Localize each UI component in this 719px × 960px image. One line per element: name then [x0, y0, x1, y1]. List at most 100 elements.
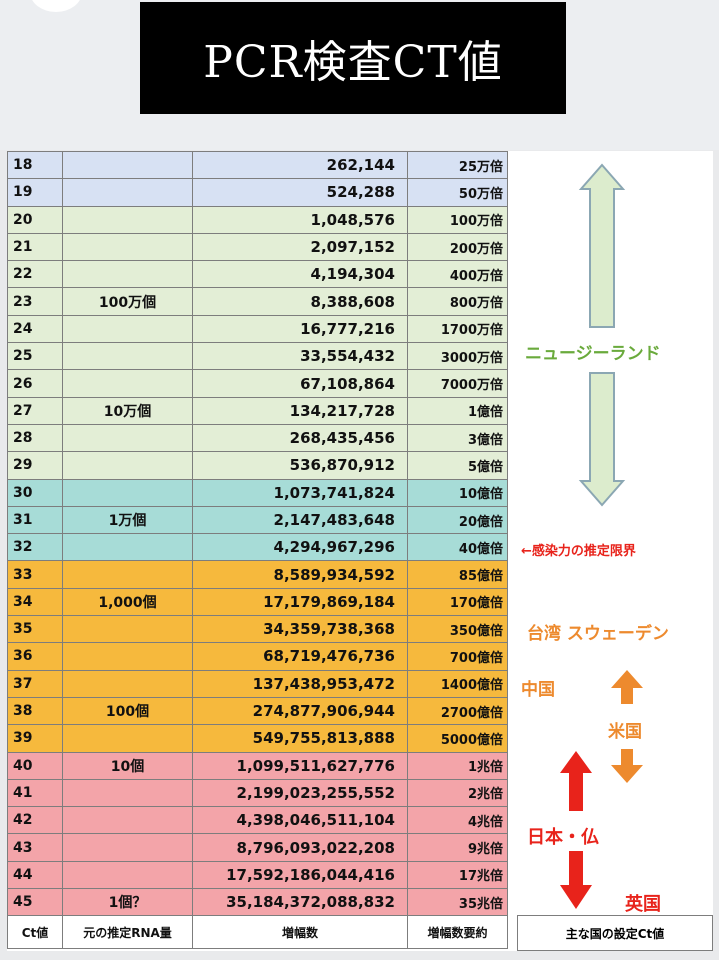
summary-cell: 1億倍 — [407, 396, 508, 425]
summary-cell: 700億倍 — [407, 642, 508, 671]
header-rna: 元の推定RNA量 — [62, 915, 193, 950]
country-settings-column: ニュージーランド ←感染力の推定限界 台湾 スウェーデン 中国 米国 日本・仏 … — [517, 151, 713, 915]
amplification-cell: 16,777,216 — [192, 314, 408, 344]
summary-cell: 35兆倍 — [407, 888, 508, 917]
label-japan-france: 日本・仏 — [527, 827, 599, 848]
summary-cell: 200万倍 — [407, 232, 508, 262]
label-infectivity-limit: ←感染力の推定限界 — [521, 544, 636, 559]
table-row: 31 1万個 2,147,483,648 20億倍 — [7, 505, 508, 535]
table-row: 44 17,592,186,044,416 17兆倍 — [7, 860, 508, 890]
amplification-cell: 4,294,967,296 — [192, 533, 408, 562]
table-row: 41 2,199,023,255,552 2兆倍 — [7, 778, 508, 808]
rna-cell: 10個 — [62, 751, 193, 780]
table-row: 33 8,589,934,592 85億倍 — [7, 560, 508, 589]
summary-cell: 5億倍 — [407, 451, 508, 480]
ct-cell: 23 — [7, 287, 63, 316]
rna-cell — [62, 478, 193, 507]
ct-cell: 35 — [7, 615, 63, 644]
rna-cell — [62, 615, 193, 644]
rna-cell — [62, 150, 193, 180]
summary-cell: 2700億倍 — [407, 696, 508, 726]
header-bar: PCR検査CT値 — [0, 0, 719, 150]
ct-cell: 41 — [7, 778, 63, 808]
header-summary: 増幅数要約 — [407, 915, 508, 950]
amplification-cell: 8,796,093,022,208 — [192, 833, 408, 862]
ct-table-body: 18 262,144 25万倍 19 524,288 50万倍 20 1,048,576 100… — [7, 150, 508, 917]
nz-up-arrow-icon — [578, 163, 626, 328]
table-row: 19 524,288 50万倍 — [7, 178, 508, 207]
amplification-cell: 67,108,864 — [192, 369, 408, 398]
amplification-cell: 68,719,476,736 — [192, 642, 408, 671]
amplification-cell: 17,179,869,184 — [192, 587, 408, 617]
table-row: 45 1個？ 35,184,372,088,832 35兆倍 — [7, 888, 508, 917]
amplification-cell: 4,398,046,511,104 — [192, 806, 408, 835]
summary-cell: 400万倍 — [407, 260, 508, 289]
rna-cell: 100個 — [62, 696, 193, 726]
ct-cell: 36 — [7, 642, 63, 671]
summary-cell: 1兆倍 — [407, 751, 508, 780]
rna-cell: 1万個 — [62, 505, 193, 535]
amplification-cell: 274,877,906,944 — [192, 696, 408, 726]
ct-cell: 37 — [7, 669, 63, 698]
ct-cell: 45 — [7, 888, 63, 917]
summary-cell: 100万倍 — [407, 205, 508, 234]
summary-cell: 1400億倍 — [407, 669, 508, 698]
ct-cell: 19 — [7, 178, 63, 207]
ct-cell: 22 — [7, 260, 63, 289]
table-row: 26 67,108,864 7000万倍 — [7, 369, 508, 398]
ct-cell: 33 — [7, 560, 63, 589]
rna-cell — [62, 806, 193, 835]
rna-cell — [62, 260, 193, 289]
ct-cell: 44 — [7, 860, 63, 890]
summary-cell: 5000億倍 — [407, 724, 508, 753]
amplification-cell: 33,554,432 — [192, 342, 408, 371]
table-row: 22 4,194,304 400万倍 — [7, 260, 508, 289]
ct-cell: 43 — [7, 833, 63, 862]
ct-cell: 40 — [7, 751, 63, 780]
amplification-cell: 134,217,728 — [192, 396, 408, 425]
amplification-cell: 35,184,372,088,832 — [192, 888, 408, 917]
summary-cell: 10億倍 — [407, 478, 508, 507]
amplification-cell: 2,199,023,255,552 — [192, 778, 408, 808]
ct-cell: 20 — [7, 205, 63, 234]
japan-down-arrow-icon — [560, 851, 592, 909]
table-row: 35 34,359,738,368 350億倍 — [7, 615, 508, 644]
table-row: 40 10個 1,099,511,627,776 1兆倍 — [7, 751, 508, 780]
rna-cell — [62, 342, 193, 371]
amplification-cell: 536,870,912 — [192, 451, 408, 480]
rna-cell — [62, 642, 193, 671]
amplification-cell: 1,073,741,824 — [192, 478, 408, 507]
ct-cell: 25 — [7, 342, 63, 371]
rna-cell — [62, 232, 193, 262]
ct-cell: 31 — [7, 505, 63, 535]
ct-cell: 42 — [7, 806, 63, 835]
amplification-cell: 1,099,511,627,776 — [192, 751, 408, 780]
ct-cell: 18 — [7, 150, 63, 180]
ct-cell: 29 — [7, 451, 63, 480]
table-row: 18 262,144 25万倍 — [7, 150, 508, 180]
summary-cell: 350億倍 — [407, 615, 508, 644]
amplification-cell: 2,097,152 — [192, 232, 408, 262]
rna-cell — [62, 669, 193, 698]
rna-cell — [62, 533, 193, 562]
amplification-cell: 2,147,483,648 — [192, 505, 408, 535]
ct-cell: 21 — [7, 232, 63, 262]
nz-down-arrow-icon — [578, 372, 626, 507]
table-row: 25 33,554,432 3000万倍 — [7, 342, 508, 371]
rna-cell — [62, 423, 193, 453]
amplification-cell: 549,755,813,888 — [192, 724, 408, 753]
amplification-cell: 524,288 — [192, 178, 408, 207]
amplification-cell: 262,144 — [192, 150, 408, 180]
ct-cell: 30 — [7, 478, 63, 507]
summary-cell: 170億倍 — [407, 587, 508, 617]
rna-cell — [62, 314, 193, 344]
summary-cell: 7000万倍 — [407, 369, 508, 398]
table-row: 24 16,777,216 1700万倍 — [7, 314, 508, 344]
summary-cell: 40億倍 — [407, 533, 508, 562]
table-row: 39 549,755,813,888 5000億倍 — [7, 724, 508, 753]
avatar — [30, 0, 82, 12]
table-row: 27 10万個 134,217,728 1億倍 — [7, 396, 508, 425]
table-footer-row: Ct値 元の推定RNA量 増幅数 増幅数要約 — [7, 915, 508, 950]
table-row: 38 100個 274,877,906,944 2700億倍 — [7, 696, 508, 726]
rna-cell: 10万個 — [62, 396, 193, 425]
